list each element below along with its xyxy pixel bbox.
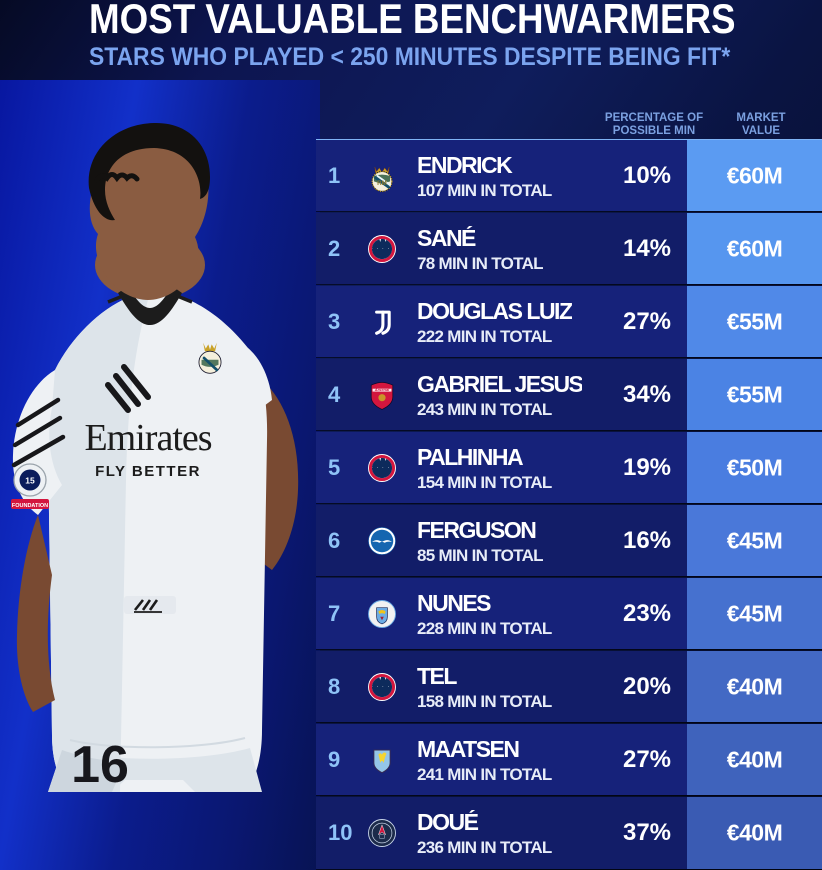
svg-text:Emirates: Emirates	[84, 417, 211, 459]
svg-text:FLY BETTER: FLY BETTER	[95, 463, 201, 480]
svg-text:16: 16	[71, 736, 129, 794]
svg-text:15: 15	[25, 476, 35, 486]
svg-text:RM: RM	[377, 180, 387, 187]
svg-text:Arsenal: Arsenal	[374, 387, 390, 392]
svg-text:FOUNDATION: FOUNDATION	[12, 503, 48, 509]
